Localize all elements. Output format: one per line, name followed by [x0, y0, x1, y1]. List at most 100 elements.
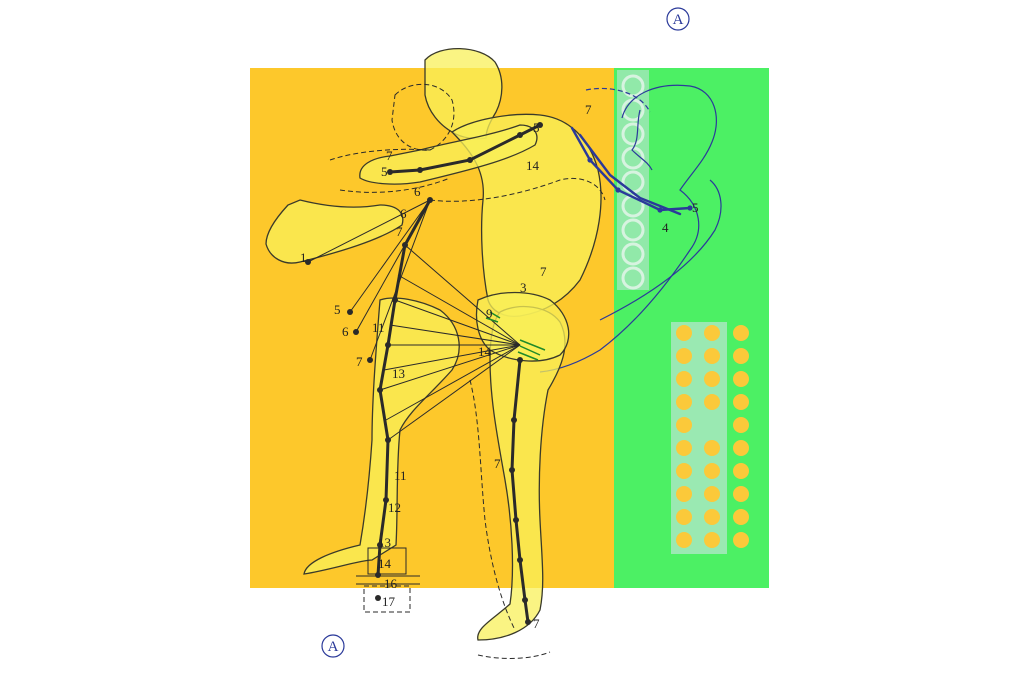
force-line	[385, 344, 521, 421]
orange-dot	[676, 486, 692, 502]
joint-dot	[517, 357, 523, 363]
orange-dot	[704, 486, 720, 502]
label-back-7: 7	[540, 264, 547, 279]
joint-dot	[587, 157, 593, 163]
label-ankle-17: 17	[382, 594, 396, 609]
label-blue-arm-5: 5	[692, 200, 699, 215]
joint-dot	[385, 437, 391, 443]
force-line	[349, 199, 431, 313]
label-hip-14: 14	[478, 344, 492, 359]
label-mid-11: 11	[372, 320, 385, 335]
force-line	[307, 199, 431, 263]
strip-circle-pattern	[621, 74, 645, 290]
label-leg-12: 12	[388, 500, 401, 515]
label-side-7: 7	[356, 354, 363, 369]
label-ankle-14: 14	[378, 556, 392, 571]
joint-dot	[511, 417, 517, 423]
numeric-labels: 5 6 5 14 7 6 7 1 5 6 7 11 13 11 12 13 14…	[300, 102, 699, 631]
orange-dot	[733, 394, 749, 410]
orange-dot	[676, 325, 692, 341]
force-line	[379, 344, 521, 391]
joint-dot	[367, 357, 373, 363]
joint-dot	[513, 517, 519, 523]
strip-circle	[621, 242, 645, 266]
joint-dot	[375, 595, 381, 601]
joint-dot	[517, 132, 523, 138]
marker-bottom-left-text: A	[328, 639, 339, 655]
strip-circle	[621, 218, 645, 242]
joint-dot	[615, 187, 621, 193]
label-leg-11: 11	[394, 468, 407, 483]
marker-bottom-left: A	[321, 634, 345, 658]
label-arm-6: 6	[414, 184, 421, 199]
force-line	[397, 274, 521, 346]
joint-dot	[657, 207, 663, 213]
orange-dot	[676, 371, 692, 387]
joint-dot	[377, 542, 383, 548]
label-shoulder-6: 6	[400, 206, 407, 221]
orange-dot	[733, 417, 749, 433]
label-ankle-16: 16	[384, 576, 398, 591]
label-right-leg-7: 7	[494, 456, 501, 471]
label-side-5: 5	[334, 302, 341, 317]
orange-dot	[733, 463, 749, 479]
force-line	[387, 344, 521, 441]
label-leg-13: 13	[378, 535, 391, 550]
hip-marker-lines	[485, 311, 546, 361]
label-side-6: 6	[342, 324, 349, 339]
orange-dot	[733, 509, 749, 525]
orange-dot	[733, 486, 749, 502]
orange-dot	[704, 509, 720, 525]
ankle-box	[367, 547, 407, 575]
force-line	[404, 244, 521, 346]
joint-dot	[353, 329, 359, 335]
orange-dot	[676, 417, 692, 433]
joint-dot	[525, 619, 531, 625]
orange-dot	[733, 440, 749, 456]
orange-dot	[676, 440, 692, 456]
label-arm-5: 5	[381, 164, 388, 179]
label-right-foot-7: 7	[533, 616, 540, 631]
joint-dot	[305, 259, 311, 265]
orange-dot	[704, 371, 720, 387]
strip-circle	[621, 266, 645, 290]
orange-dot	[733, 325, 749, 341]
label-torso-7: 7	[386, 148, 393, 163]
orange-dot	[676, 509, 692, 525]
orange-dot	[733, 371, 749, 387]
joint-dot	[427, 197, 433, 203]
marker-top-right: A	[666, 7, 690, 31]
main-figure	[265, 47, 602, 641]
orange-dot	[704, 394, 720, 410]
orange-dot	[704, 532, 720, 548]
joint-dot	[387, 169, 393, 175]
joint-dot	[517, 557, 523, 563]
ghost-figure-outline	[539, 84, 722, 373]
joint-dot	[383, 497, 389, 503]
orange-dot	[704, 325, 720, 341]
dashed-outlines	[329, 83, 606, 659]
label-foot-1: 1	[300, 250, 307, 265]
joint-dot	[402, 242, 408, 248]
force-line	[394, 299, 521, 346]
joint-dot	[392, 297, 398, 303]
label-upper-14: 14	[526, 158, 540, 173]
orange-dot	[676, 394, 692, 410]
joint-dot	[385, 342, 391, 348]
orange-dot	[676, 463, 692, 479]
force-line	[389, 324, 521, 346]
label-mid-13: 13	[392, 366, 405, 381]
joint-dot	[522, 597, 528, 603]
marker-top-right-text: A	[673, 12, 684, 28]
joint-dot	[375, 572, 381, 578]
orange-dot	[676, 348, 692, 364]
label-blue-arm-4: 4	[662, 220, 669, 235]
orange-dot	[704, 348, 720, 364]
label-back-3: 3	[520, 280, 527, 295]
label-shoulder-7: 7	[396, 224, 403, 239]
joint-dot	[347, 309, 353, 315]
joint-dot	[467, 157, 473, 163]
orange-dot	[704, 463, 720, 479]
joint-points	[305, 122, 693, 625]
